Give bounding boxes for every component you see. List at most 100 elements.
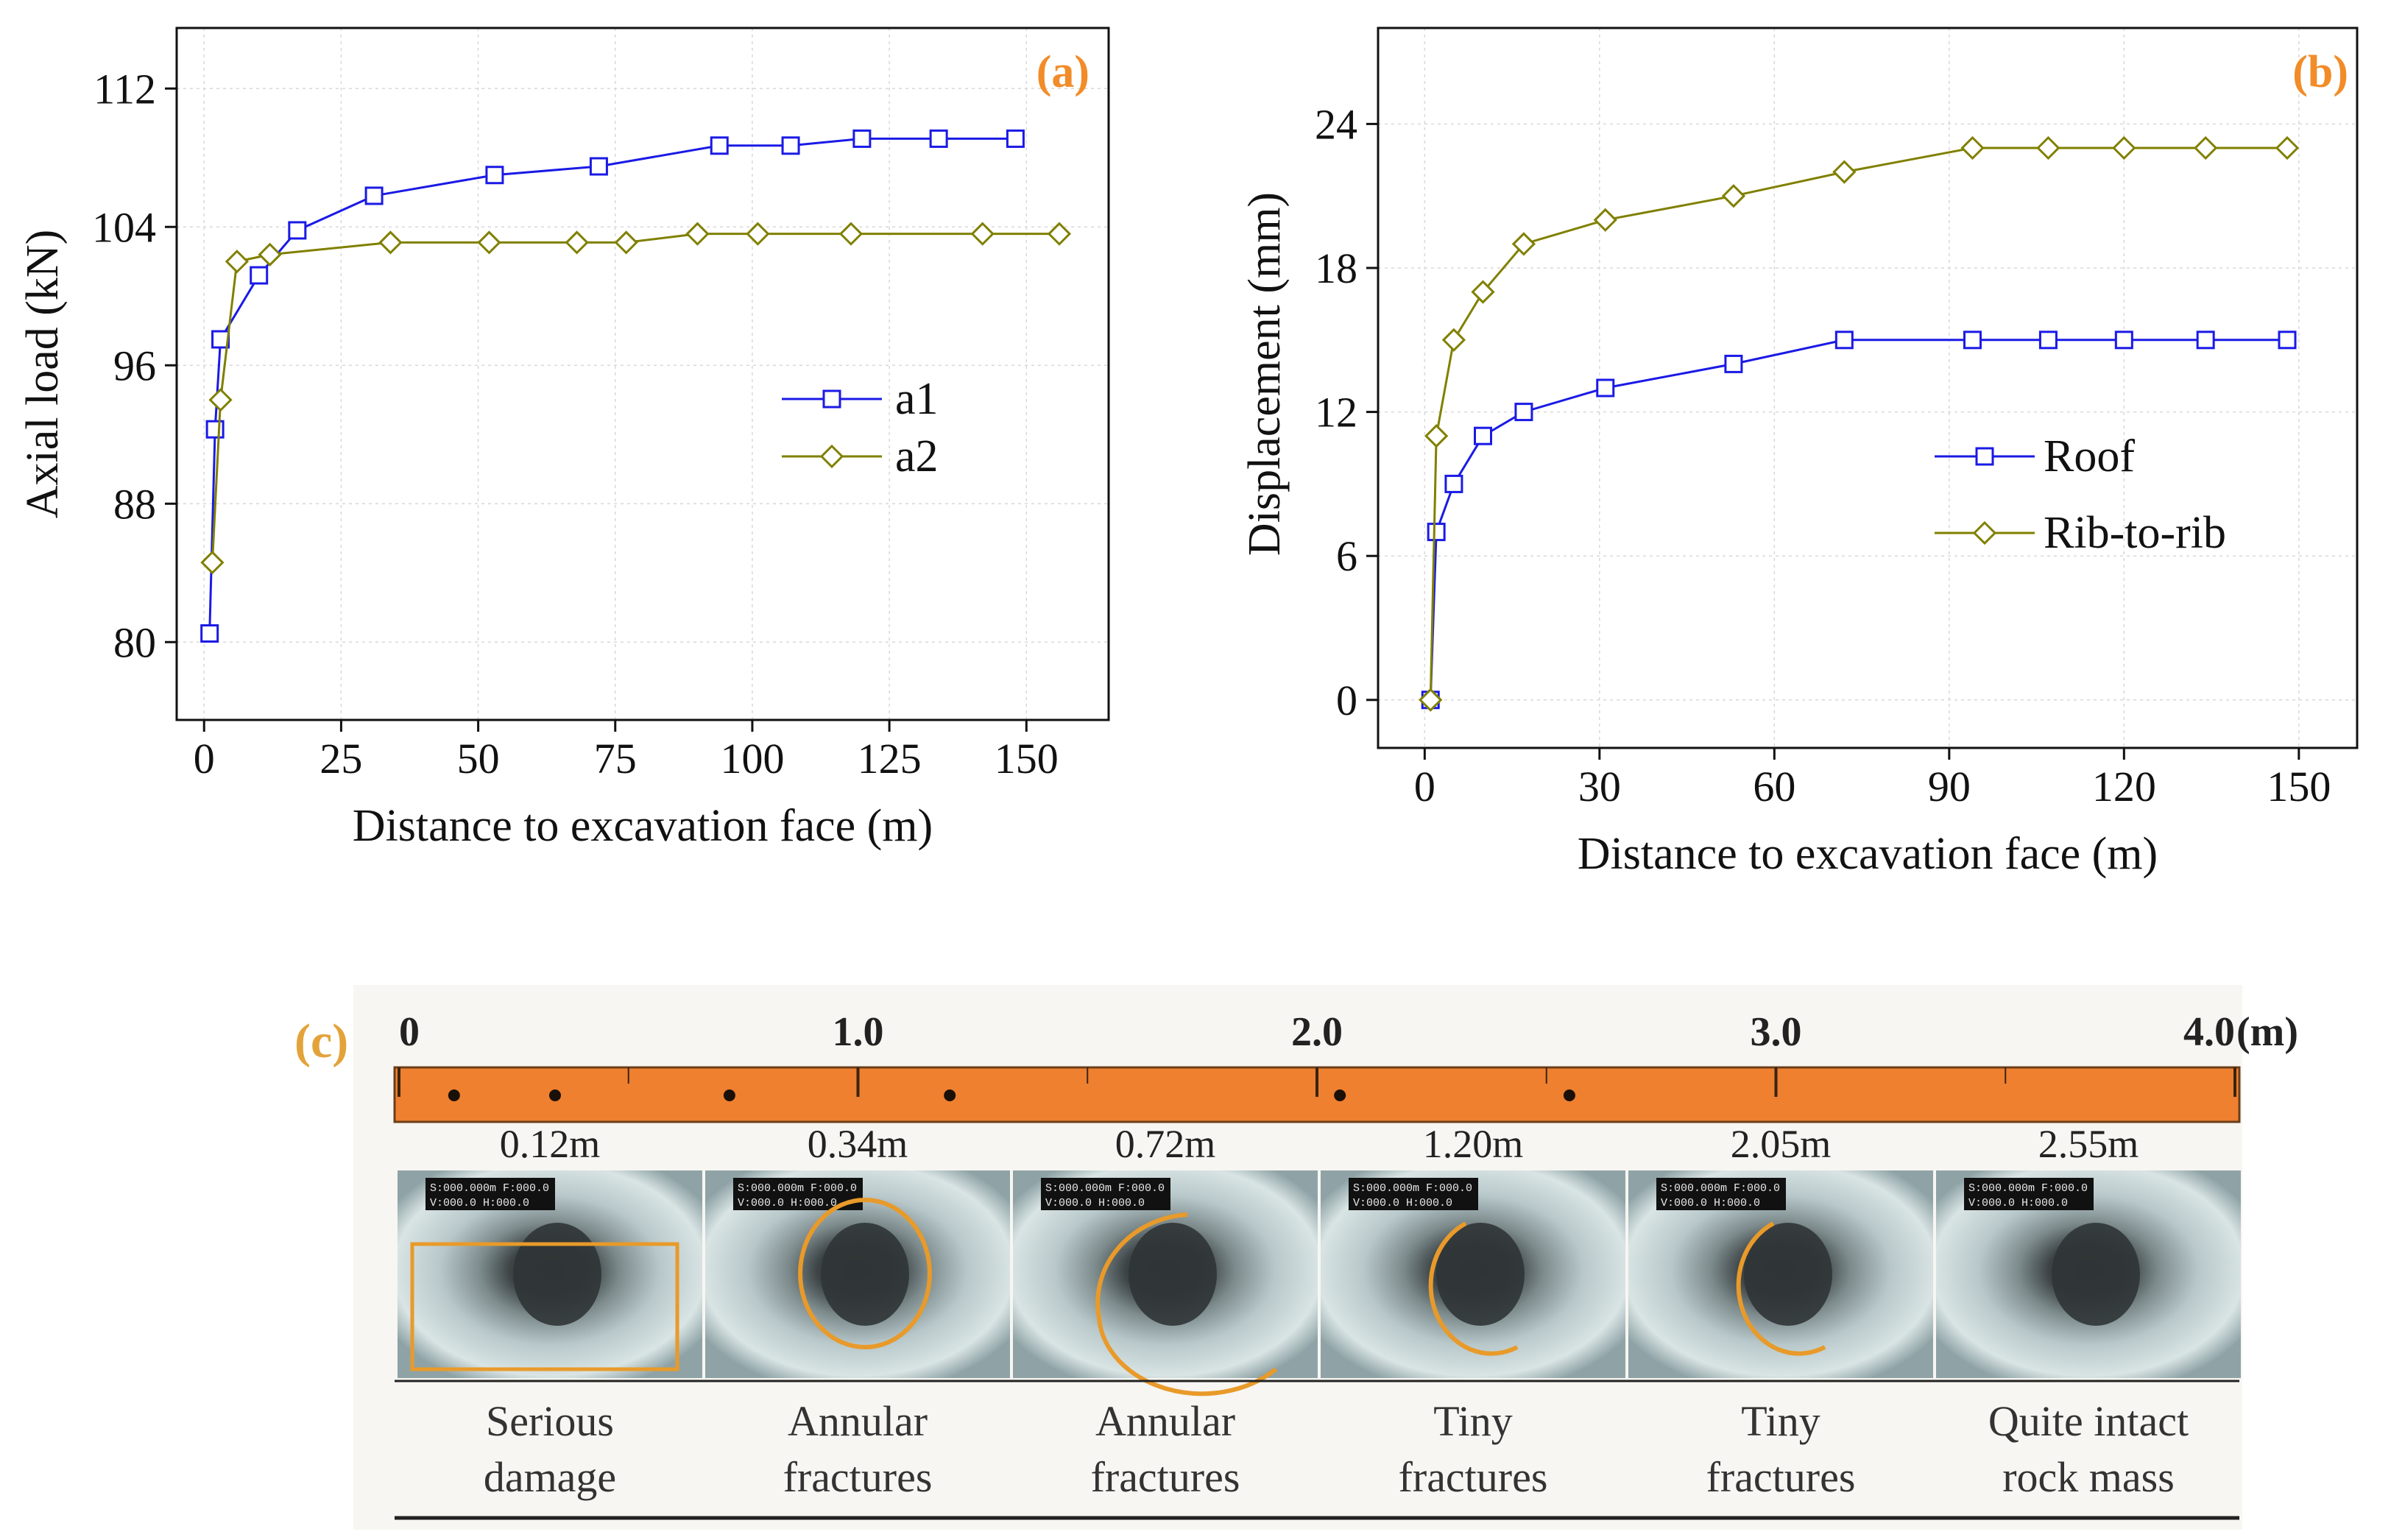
data-point [2114,331,2133,350]
data-point [1724,354,1743,373]
panel-a-series [200,129,1072,643]
segment-depth-label: 0.72m [1115,1122,1216,1166]
camera-overlay-text: S:000.000m F:000.0 [1661,1182,1780,1195]
camera-overlay [1349,1178,1478,1210]
data-point [710,136,729,155]
fracture-highlight [798,1198,932,1349]
x-tick-label: 0 [1414,763,1435,810]
depth-marker-dot [944,1089,956,1101]
x-tick-label: 90 [1928,763,1971,810]
segment-description: fractures [783,1453,933,1501]
damage-highlight [410,1242,679,1371]
x-tick-label: 150 [2267,763,2331,810]
data-point [1834,331,1854,350]
panel-a-legend-a1: a1 [895,374,939,424]
panel-b-x-axis-title: Distance to excavation face (m) [1578,829,2158,879]
segment-description: Serious [486,1397,614,1445]
borehole-cavity [1129,1223,1217,1326]
data-point [852,129,872,148]
data-point [1419,688,1443,712]
fracture-highlight [1428,1221,1519,1356]
segment-depth-label: 0.12m [500,1122,601,1166]
segment-2: 0.34m S:000.000m F:000.0 V:000.0 H:000.0 An… [705,1122,1010,1501]
segment-description: Annular [788,1397,928,1445]
x-tick-label: 30 [1578,763,1621,810]
panel-a-legend-a2: a2 [895,431,939,481]
depth-marker-dot [1334,1089,1346,1101]
x-tick-label: 125 [858,735,922,783]
data-point [746,222,770,246]
y-tick-label: 80 [113,618,156,666]
camera-overlay-text: V:000.0 H:000.0 [1661,1197,1760,1209]
depth-ruler-ticks [398,1067,2236,1097]
segment-3: 0.72m S:000.000m F:000.0 V:000.0 H:000.0 An… [1013,1122,1318,1501]
segment-description: Tiny [1433,1397,1513,1445]
data-point [2278,331,2297,350]
depth-ruler-unit: (m) [2236,1009,2298,1055]
camera-overlay-text: S:000.000m F:000.0 [1045,1182,1165,1195]
panel-a-x-axis-title: Distance to excavation face (m) [353,801,933,851]
camera-overlay-text: V:000.0 H:000.0 [1353,1197,1452,1209]
borehole-cavity [1744,1223,1832,1326]
panel-c-borehole: (c) 0 1.0 2.0 3.0 4.0 (m) 0.12m S:000.000m F:… [294,985,2298,1530]
camera-overlay [1041,1178,1170,1210]
y-tick-label: 104 [92,203,156,251]
borehole-camera-segments: 0.12m S:000.000m F:000.0 V:000.0 H:000.0 Se… [398,1122,2241,1501]
data-point [781,136,800,155]
segment-6: 2.55m S:000.000m F:000.0 V:000.0 H:000.0 Qu… [1936,1122,2241,1501]
ruler-label: 1.0 [833,1009,884,1055]
segment-depth-label: 0.34m [808,1122,908,1166]
panel-b-chart: 0 30 60 90 120 150 0 6 12 18 24 Distance to excava… [1240,27,2359,879]
x-tick-label: 0 [194,735,215,783]
y-tick-label: 88 [113,480,156,528]
segment-depth-label: 2.05m [1731,1122,1832,1166]
panel-b-y-axis-title: Displacement (mm) [1240,192,1290,556]
data-point [1474,426,1492,445]
data-point [2275,135,2300,160]
segment-description: fractures [1399,1453,1548,1501]
data-point [970,222,995,246]
x-tick-label: 120 [2092,763,2156,810]
camera-overlay-text: V:000.0 H:000.0 [430,1197,529,1209]
data-point [2036,135,2060,160]
data-point [1593,208,1617,232]
segment-depth-label: 1.20m [1423,1122,1524,1166]
data-point [200,624,219,643]
data-point [250,266,269,285]
data-point [1963,331,1982,350]
segment-description: rock mass [2002,1453,2175,1501]
camera-overlay-text: V:000.0 H:000.0 [738,1197,837,1209]
data-point [288,221,307,240]
data-point [685,222,710,246]
camera-overlay-text: S:000.000m F:000.0 [738,1182,857,1195]
panel-a-tag: (a) [1036,47,1089,97]
panel-b-legend-rib-to-rib: Rib-to-rib [2044,508,2226,558]
data-point [200,551,225,575]
depth-marker-dot [548,1089,561,1101]
data-point [565,230,589,255]
y-tick-label: 12 [1315,389,1357,437]
segment-5: 2.05m S:000.000m F:000.0 V:000.0 H:000.0 Ti… [1628,1122,1933,1501]
panel-b-series [1419,135,2300,712]
data-point [589,157,608,176]
y-tick-label: 6 [1336,532,1357,580]
panel-b-tag: (b) [2292,47,2348,97]
x-tick-label: 50 [457,735,500,783]
y-tick-label: 24 [1315,100,1357,148]
panel-a-plot-frame [175,27,1110,721]
fracture-highlight [1095,1212,1277,1396]
depth-marker-dot [1563,1089,1575,1101]
data-point [1444,474,1463,493]
data-point [208,388,233,412]
data-point [1006,129,1025,148]
panel-a-axes: 0 25 50 75 100 125 150 80 88 96 104 112 [92,65,1059,783]
data-point [477,230,501,255]
camera-overlay [1964,1178,2094,1210]
fracture-highlight [1736,1221,1826,1356]
ruler-label: 2.0 [1291,1009,1343,1055]
depth-ruler-dots [448,1089,1575,1101]
data-point [1832,160,1857,184]
depth-ruler-labels: 0 1.0 2.0 3.0 4.0 [399,1009,2235,1055]
data-point [2038,331,2058,350]
data-point [205,420,225,439]
